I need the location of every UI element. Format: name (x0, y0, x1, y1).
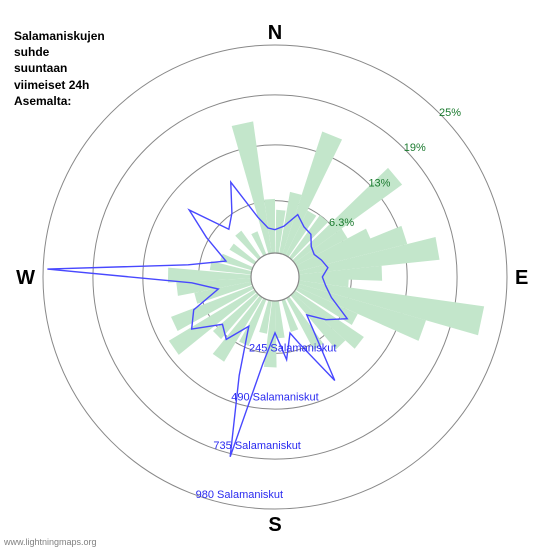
title-line: Asemalta: (14, 94, 71, 108)
title-line: viimeiset 24h (14, 78, 89, 92)
svg-text:19%: 19% (404, 142, 426, 154)
svg-text:N: N (268, 22, 282, 44)
svg-text:245 Salamaniskut: 245 Salamaniskut (249, 342, 336, 354)
title-line: suhde (14, 45, 49, 59)
svg-text:735 Salamaniskut: 735 Salamaniskut (213, 440, 300, 452)
svg-text:490 Salamaniskut: 490 Salamaniskut (231, 391, 318, 403)
title-line: Salamaniskujen (14, 29, 105, 43)
svg-text:13%: 13% (368, 177, 390, 189)
svg-text:W: W (16, 267, 35, 289)
svg-text:E: E (515, 267, 528, 289)
svg-text:6.3%: 6.3% (329, 217, 354, 229)
svg-text:25%: 25% (439, 107, 461, 119)
title-line: suuntaan (14, 61, 67, 75)
chart-title: Salamaniskujen suhde suuntaan viimeiset … (14, 28, 105, 109)
svg-text:S: S (268, 514, 281, 536)
footer-link: www.lightningmaps.org (4, 537, 97, 547)
svg-text:980 Salamaniskut: 980 Salamaniskut (196, 489, 283, 501)
